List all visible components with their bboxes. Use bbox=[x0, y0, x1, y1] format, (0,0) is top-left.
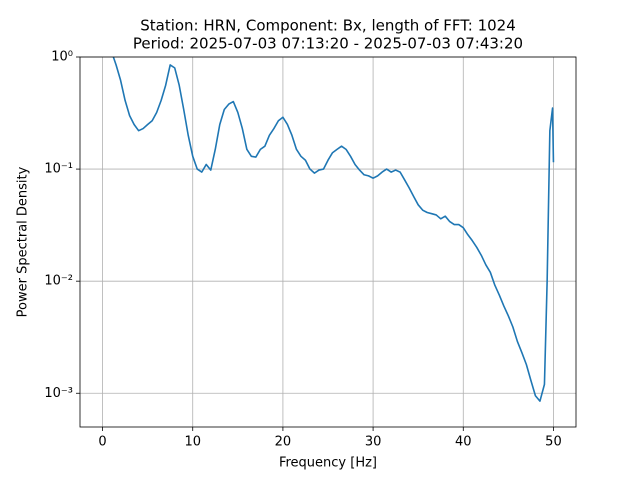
x-tick-label: 40 bbox=[455, 435, 472, 450]
x-axis-label: Frequency [Hz] bbox=[279, 456, 377, 471]
y-tick-label: 10⁻¹ bbox=[44, 162, 73, 177]
axes-frame bbox=[79, 56, 577, 428]
chart-subtitle: Period: 2025-07-03 07:13:20 - 2025-07-03… bbox=[133, 35, 523, 53]
chart-title: Station: HRN, Component: Bx, length of F… bbox=[140, 17, 516, 35]
y-tick-label: 10⁻³ bbox=[44, 386, 73, 401]
x-tick-label: 10 bbox=[184, 435, 201, 450]
x-tick-label: 30 bbox=[365, 435, 382, 450]
x-tick-label: 20 bbox=[275, 435, 292, 450]
data-line bbox=[112, 57, 555, 402]
y-tick-label: 10⁻² bbox=[44, 274, 73, 289]
x-tick-label: 50 bbox=[545, 435, 562, 450]
y-axis-label: Power Spectral Density bbox=[16, 166, 31, 317]
plot-area: 0 10 20 30 40 50 10⁰ 10⁻¹ 10⁻² 10⁻³ bbox=[44, 50, 576, 450]
y-tick-label: 10⁰ bbox=[51, 50, 73, 65]
x-tick-label: 0 bbox=[98, 435, 106, 450]
